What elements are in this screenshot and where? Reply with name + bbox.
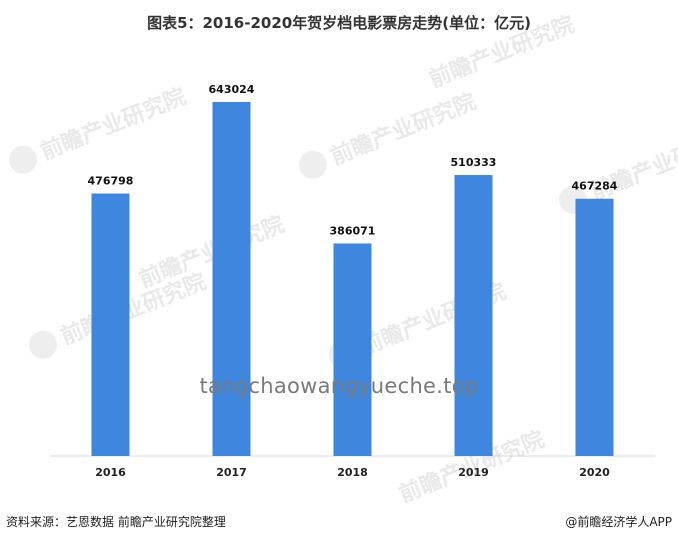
bar-2016	[91, 193, 130, 457]
watermark-text: 前瞻产业研究院	[587, 123, 678, 205]
data-label-2020: 467284	[572, 180, 618, 193]
watermark-text: 前瞻产业研究院	[426, 11, 579, 93]
bar-2018	[333, 243, 372, 456]
watermark-site-text: tangchaowangyueche.top	[199, 374, 479, 398]
x-tick-label-2016: 2016	[95, 466, 126, 479]
data-label-2017: 643024	[209, 83, 255, 96]
data-label-2019: 510333	[451, 156, 497, 169]
watermark-text: 前瞻产业研究院	[37, 83, 190, 165]
x-tick-label-2018: 2018	[337, 466, 368, 479]
bar-2019	[454, 175, 493, 456]
x-tick-label-2017: 2017	[216, 466, 247, 479]
data-label-2016: 476798	[88, 175, 134, 188]
bar-2017	[212, 102, 251, 456]
x-tick-label-2019: 2019	[458, 466, 489, 479]
brand-label: @前瞻经济学人APP	[565, 515, 672, 529]
plot-area: 476798 2016 643024 2017 386071 2018 510333 2019…	[50, 83, 655, 479]
bar-2020	[575, 198, 614, 456]
source-note: 资料来源：艺恩数据 前瞻产业研究院整理	[6, 515, 226, 529]
watermark-text: 前瞻产业研究院	[136, 211, 289, 293]
chart-title: 图表5：2016-2020年贺岁档电影票房走势(单位：亿元)	[147, 14, 531, 32]
watermark-text: 前瞻产业研究院	[57, 268, 210, 350]
x-tick-label-2020: 2020	[579, 466, 610, 479]
data-label-2018: 386071	[330, 224, 376, 237]
